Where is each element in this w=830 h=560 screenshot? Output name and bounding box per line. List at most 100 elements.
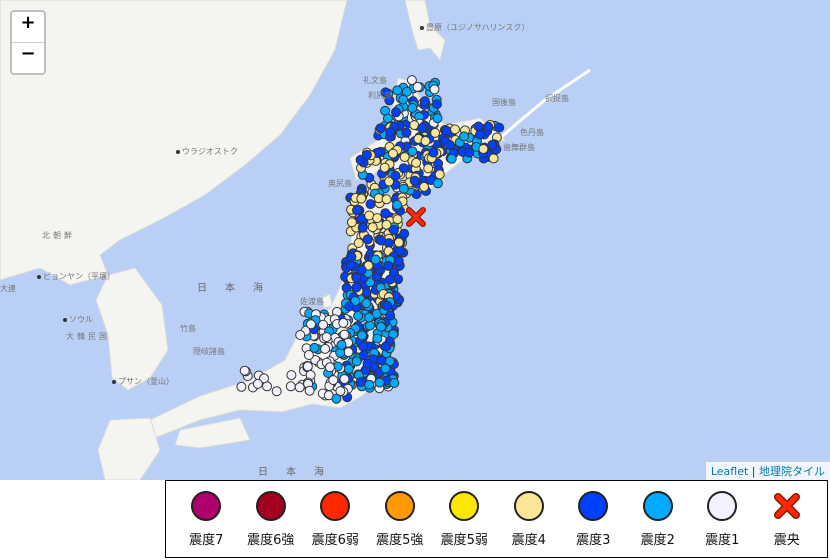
intensity-marker[interactable]: [399, 152, 410, 163]
intensity-marker[interactable]: [483, 121, 494, 132]
intensity-marker[interactable]: [344, 301, 355, 312]
intensity-marker[interactable]: [338, 317, 349, 328]
intensity-marker[interactable]: [392, 199, 403, 210]
intensity-marker[interactable]: [419, 96, 430, 107]
intensity-marker[interactable]: [428, 147, 439, 158]
intensity-marker[interactable]: [379, 162, 390, 173]
intensity-marker[interactable]: [441, 125, 452, 136]
intensity-marker[interactable]: [304, 385, 315, 396]
intensity-marker[interactable]: [374, 377, 385, 388]
intensity-marker[interactable]: [372, 333, 383, 344]
intensity-marker[interactable]: [294, 382, 305, 393]
intensity-marker[interactable]: [393, 274, 404, 285]
intensity-marker[interactable]: [361, 149, 372, 160]
intensity-marker[interactable]: [356, 193, 367, 204]
intensity-marker[interactable]: [430, 127, 441, 138]
intensity-marker[interactable]: [392, 85, 403, 96]
intensity-marker[interactable]: [351, 356, 362, 367]
intensity-marker[interactable]: [388, 148, 398, 159]
intensity-marker[interactable]: [370, 254, 381, 265]
intensity-marker[interactable]: [393, 256, 404, 267]
intensity-marker[interactable]: [309, 342, 320, 353]
intensity-marker[interactable]: [401, 86, 412, 97]
intensity-marker[interactable]: [459, 131, 469, 142]
intensity-marker[interactable]: [391, 107, 401, 118]
intensity-marker[interactable]: [339, 329, 350, 340]
intensity-marker[interactable]: [407, 146, 418, 157]
intensity-marker[interactable]: [365, 320, 375, 331]
intensity-marker[interactable]: [488, 153, 499, 164]
intensity-marker[interactable]: [286, 370, 297, 381]
intensity-marker[interactable]: [363, 260, 374, 271]
intensity-marker[interactable]: [343, 363, 354, 374]
intensity-marker[interactable]: [384, 95, 395, 106]
intensity-marker[interactable]: [361, 298, 372, 309]
intensity-marker[interactable]: [285, 381, 296, 392]
intensity-marker[interactable]: [381, 341, 391, 352]
intensity-marker[interactable]: [239, 365, 250, 376]
intensity-marker[interactable]: [356, 265, 367, 275]
intensity-marker[interactable]: [328, 375, 339, 386]
intensity-marker[interactable]: [464, 147, 475, 158]
intensity-marker[interactable]: [236, 381, 247, 392]
intensity-marker[interactable]: [398, 94, 409, 105]
intensity-marker[interactable]: [388, 225, 399, 235]
intensity-marker[interactable]: [336, 339, 347, 350]
intensity-marker[interactable]: [367, 222, 378, 233]
intensity-marker[interactable]: [353, 310, 364, 321]
intensity-marker[interactable]: [384, 176, 395, 187]
intensity-marker[interactable]: [385, 127, 396, 138]
intensity-marker[interactable]: [446, 153, 457, 164]
intensity-marker[interactable]: [401, 127, 412, 138]
intensity-marker[interactable]: [339, 374, 350, 385]
intensity-marker[interactable]: [306, 319, 316, 330]
intensity-marker[interactable]: [364, 312, 375, 323]
intensity-marker[interactable]: [411, 157, 422, 168]
map[interactable]: 豊原（ユジノサハリンスク） ウラジオストク 北朝鮮 ピョンヤン（平壌） 大連 ソ…: [0, 0, 830, 480]
intensity-marker[interactable]: [343, 347, 354, 358]
leaflet-link[interactable]: Leaflet: [710, 465, 749, 478]
intensity-marker[interactable]: [259, 373, 269, 384]
intensity-marker[interactable]: [389, 378, 400, 388]
intensity-marker[interactable]: [357, 222, 368, 233]
intensity-marker[interactable]: [380, 87, 391, 98]
intensity-marker[interactable]: [381, 219, 392, 230]
intensity-marker[interactable]: [320, 343, 331, 354]
intensity-marker[interactable]: [494, 122, 505, 133]
intensity-marker[interactable]: [324, 362, 335, 373]
intensity-marker[interactable]: [399, 228, 410, 239]
intensity-marker[interactable]: [390, 170, 401, 181]
intensity-marker[interactable]: [295, 330, 306, 340]
intensity-marker[interactable]: [393, 237, 404, 248]
intensity-marker[interactable]: [382, 300, 393, 311]
intensity-marker[interactable]: [429, 84, 440, 95]
intensity-marker[interactable]: [412, 81, 423, 92]
zoom-in-button[interactable]: +: [12, 12, 44, 43]
intensity-marker[interactable]: [355, 377, 366, 387]
intensity-marker[interactable]: [420, 136, 431, 146]
intensity-marker[interactable]: [358, 341, 369, 352]
intensity-marker[interactable]: [365, 199, 376, 210]
intensity-marker[interactable]: [252, 378, 263, 389]
intensity-marker[interactable]: [376, 321, 386, 332]
intensity-marker[interactable]: [303, 350, 314, 360]
intensity-marker[interactable]: [358, 350, 369, 361]
intensity-marker[interactable]: [475, 129, 485, 140]
intensity-marker[interactable]: [423, 163, 434, 174]
gsi-tiles-link[interactable]: 地理院タイル: [759, 465, 825, 478]
intensity-marker[interactable]: [302, 361, 313, 372]
intensity-marker[interactable]: [271, 386, 282, 397]
intensity-marker[interactable]: [384, 274, 395, 285]
zoom-out-button[interactable]: −: [20, 43, 36, 64]
intensity-marker[interactable]: [383, 260, 394, 271]
intensity-marker[interactable]: [375, 123, 386, 134]
intensity-marker[interactable]: [357, 330, 367, 341]
intensity-marker[interactable]: [432, 178, 443, 189]
intensity-marker[interactable]: [380, 363, 391, 374]
intensity-marker[interactable]: [372, 213, 383, 224]
intensity-marker[interactable]: [353, 238, 364, 248]
intensity-marker[interactable]: [398, 163, 409, 174]
intensity-marker[interactable]: [407, 102, 418, 113]
intensity-marker[interactable]: [346, 217, 357, 228]
intensity-marker[interactable]: [351, 282, 362, 293]
